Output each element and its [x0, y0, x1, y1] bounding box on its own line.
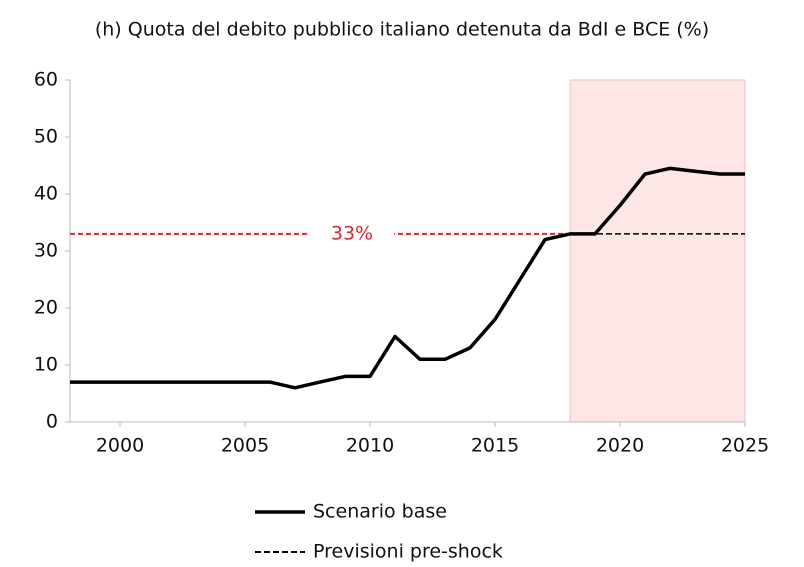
y-tick-label: 20 [34, 297, 58, 319]
y-tick-label: 60 [34, 69, 58, 91]
legend-label: Scenario base [313, 501, 447, 523]
x-tick-label: 2005 [221, 435, 269, 457]
y-tick-label: 40 [34, 183, 58, 205]
legend-label: Previsioni pre-shock [313, 541, 503, 563]
reference-label: 33% [331, 222, 373, 244]
series-line [70, 166, 745, 390]
x-tick-label: 2015 [471, 435, 519, 457]
chart-title: (h) Quota del debito pubblico italiano d… [95, 19, 709, 41]
y-tick-label: 0 [46, 411, 58, 433]
x-tick-label: 2010 [346, 435, 394, 457]
y-tick-label: 30 [34, 240, 58, 262]
y-tick-label: 50 [34, 126, 58, 148]
x-tick-label: 2025 [721, 435, 769, 457]
reference-label-bg [310, 221, 394, 246]
x-tick-label: 2020 [596, 435, 644, 457]
y-tick-label: 10 [34, 354, 58, 376]
forecast-shade [569, 79, 746, 423]
x-tick-label: 2000 [96, 435, 144, 457]
